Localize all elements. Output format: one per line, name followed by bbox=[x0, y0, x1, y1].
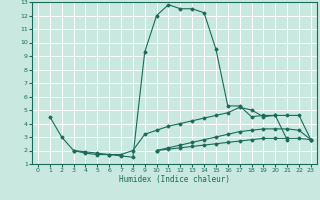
X-axis label: Humidex (Indice chaleur): Humidex (Indice chaleur) bbox=[119, 175, 230, 184]
